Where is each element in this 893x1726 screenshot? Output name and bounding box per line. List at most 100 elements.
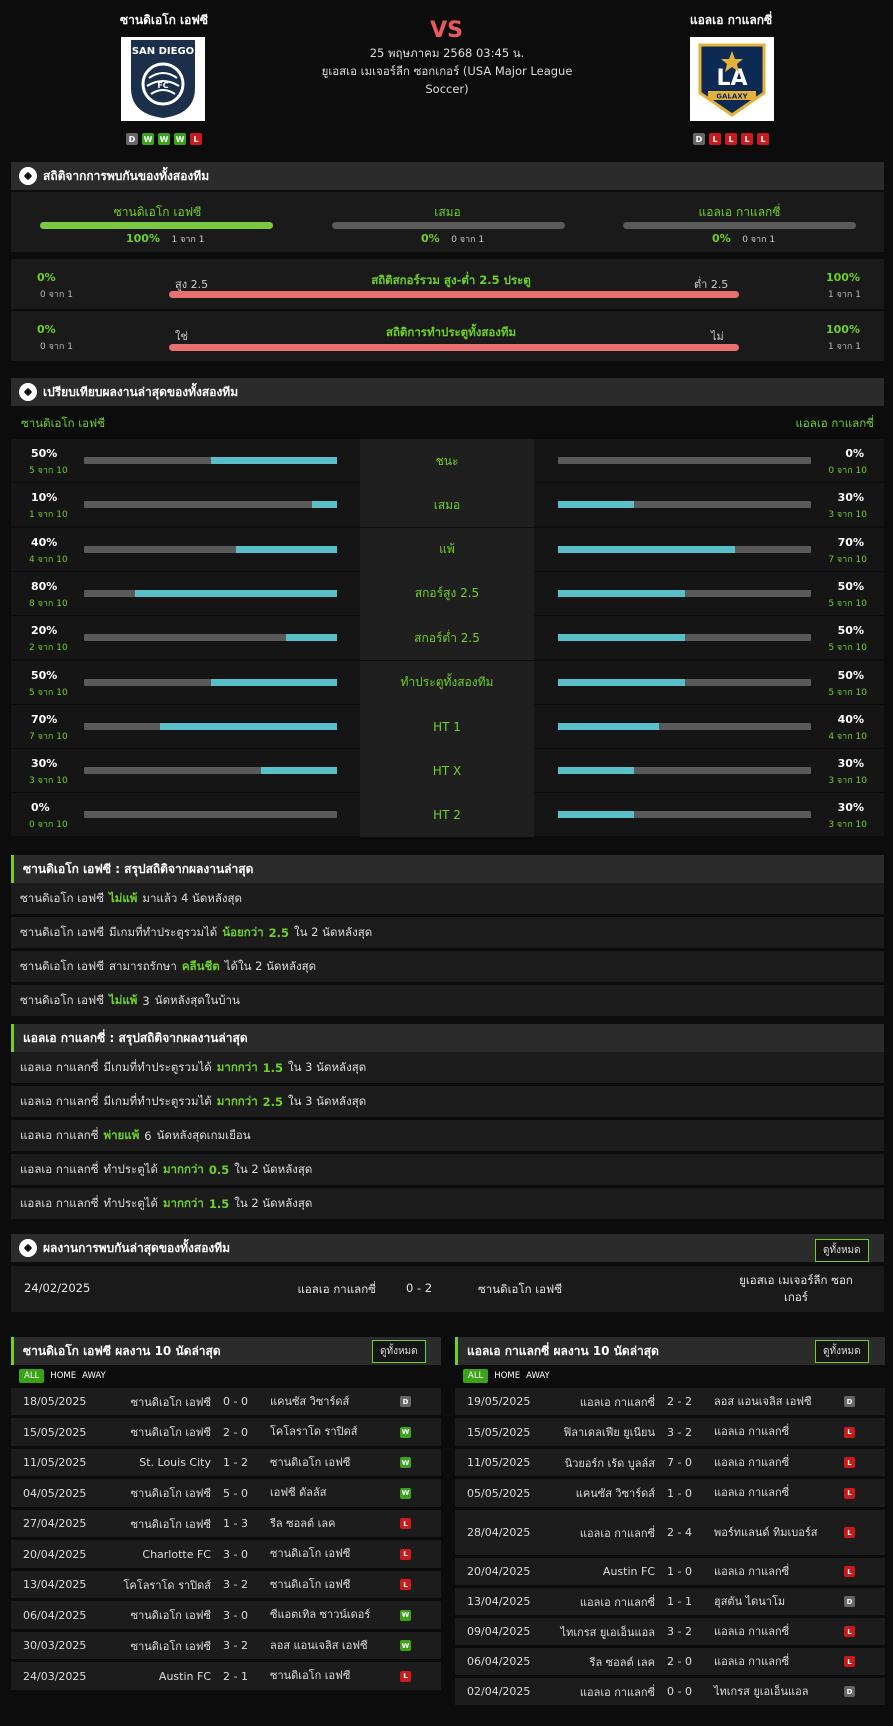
away-tab-away[interactable]: AWAY: [526, 1371, 550, 1381]
match-row[interactable]: 13/04/2025 แอลเอ กาแลกซี่ 1 - 1 ฮุสตัน ไดนา…: [455, 1588, 885, 1615]
home-logo-text: SAN DIEGO: [132, 46, 194, 57]
match-score: 3 - 2: [223, 1639, 248, 1652]
match-row[interactable]: 09/04/2025 ไทเกรส ยูเอเอ็นแอล 3 - 2 แอลเอ ก…: [455, 1618, 885, 1645]
home-bar: [84, 811, 337, 819]
match-row[interactable]: 20/04/2025 Austin FC 1 - 0 แอลเอ กาแลกซี่ L: [455, 1558, 885, 1585]
match-home: ซานดิเอโก เอฟซี: [130, 1426, 211, 1439]
summary-text: มาแล้ว 4 นัดหลังสุด: [142, 890, 243, 905]
away-bar: [558, 545, 811, 553]
home-tab-away[interactable]: AWAY: [82, 1371, 106, 1381]
summary-text: 1.5: [262, 1060, 284, 1075]
match-away: แอลเอ กาแลกซี่: [714, 1486, 790, 1499]
home-tab-home[interactable]: HOME: [50, 1371, 77, 1381]
h2h-col-draw-pct: 0%: [421, 232, 440, 245]
summary-text: พ่ายแพ้: [103, 1127, 140, 1142]
summary-row: แอลเอ กาแลกซี่ มีเกมที่ทำประตูรวมได้ มากกว…: [11, 1052, 884, 1083]
match-row[interactable]: 11/05/2025 St. Louis City 1 - 2 ซานดิเอโก เ…: [11, 1449, 441, 1476]
result-badge: W: [400, 1487, 411, 1499]
match-row[interactable]: 11/05/2025 นิวยอร์ก เร้ด บูลล์ส 7 - 0 แอลเอ…: [455, 1449, 885, 1476]
match-row[interactable]: 06/04/2025 รีล ซอลต์ เลค 2 - 0 แอลเอ กาแลกซ…: [455, 1648, 885, 1675]
match-row[interactable]: 28/04/2025 แอลเอ กาแลกซี่ 2 - 4 พอร์ทแลนด์ …: [455, 1510, 885, 1555]
away-recent-title: แอลเอ กาแลกซี่ ผลงาน 10 นัดล่าสุด: [467, 1343, 659, 1358]
match-row[interactable]: 27/04/2025 ซานดิเอโก เอฟซี 1 - 3 รีล ซอลต์ …: [11, 1510, 441, 1537]
home-summary-title: ซานดิเอโก เอฟซี : สรุปสถิติจากผลงานล่าสุ…: [23, 861, 254, 876]
match-date: 02/04/2025: [467, 1685, 531, 1698]
home-pct: 20%: [31, 624, 58, 638]
h2h-col-away-count: 0 จาก 1: [742, 235, 776, 245]
match-date: 05/05/2025: [467, 1486, 531, 1500]
h2h-col-away-label: แอลเอ กาแลกซี่: [698, 205, 781, 219]
summary-text: มากกว่า: [162, 1161, 204, 1176]
result-badge: L: [844, 1626, 855, 1637]
compare-label: แพ้: [360, 527, 534, 572]
btts-right-pct: 100%: [826, 323, 860, 336]
summary-row: ซานดิเอโก เอฟซี ไม่แพ้ มาแล้ว 4 นัดหลังสุด: [11, 883, 884, 914]
match-row[interactable]: 19/05/2025 แอลเอ กาแลกซี่ 2 - 2 ลอส แอนเจลิ…: [455, 1388, 885, 1415]
match-row[interactable]: 02/04/2025 แอลเอ กาแลกซี่ 0 - 0 ไทเกรส ยูเอ…: [455, 1678, 885, 1705]
away-tab-home[interactable]: HOME: [494, 1371, 521, 1381]
home-tab-all[interactable]: ALL: [19, 1369, 45, 1383]
summary-row: ซานดิเอโก เอฟซี ไม่แพ้ 3 นัดหลังสุดในบ้าน: [11, 985, 884, 1016]
h2h-stats-header: สถิติจากการพบกันของทั้งสองทีม: [11, 162, 884, 190]
vs-label: VS: [430, 18, 463, 43]
match-row[interactable]: 05/05/2025 แคนซัส วิซาร์ดส์ 1 - 0 แอลเอ กาแ…: [455, 1479, 885, 1507]
match-row[interactable]: 13/04/2025 โคโลราโด ราปิดส์ 3 - 2 ซานดิเอโก…: [11, 1571, 441, 1598]
summary-text: แอลเอ กาแลกซี่: [20, 1195, 99, 1210]
match-row[interactable]: 20/04/2025 Charlotte FC 3 - 0 ซานดิเอโก เอฟ…: [11, 1540, 441, 1568]
h2h-win-panel: ซานดิเอโก เอฟซี 100% 1 จาก 1 เสมอ 0% 0 จ…: [11, 192, 884, 252]
away-recent-view-all-button[interactable]: ดูทั้งหมด: [815, 1340, 869, 1363]
away-pct: 30%: [837, 801, 864, 815]
away-count: 5 จาก 10: [828, 643, 867, 654]
match-away: แคนซัส วิซาร์ดส์: [270, 1394, 350, 1408]
away-bar: [558, 767, 811, 775]
home-recent-view-all-button[interactable]: ดูทั้งหมด: [372, 1340, 426, 1363]
home-bar: [84, 589, 337, 597]
summary-text: 2.5: [262, 1094, 284, 1109]
match-row[interactable]: 04/05/2025 ซานดิเอโก เอฟซี 5 - 0 เอฟซี ดัลล…: [11, 1479, 441, 1507]
home-recent-header: ซานดิเอโก เอฟซี ผลงาน 10 นัดล่าสุด: [11, 1337, 441, 1365]
summary-row: แอลเอ กาแลกซี่ มีเกมที่ทำประตูรวมได้ มากกว…: [11, 1086, 884, 1117]
match-row[interactable]: 30/03/2025 ซานดิเอโก เอฟซี 3 - 2 ลอส แอนเจล…: [11, 1632, 441, 1659]
summary-text: 0.5: [208, 1162, 230, 1177]
result-badge: L: [400, 1670, 411, 1682]
away-team-name: แอลเอ กาแลกซี่: [689, 13, 773, 27]
match-date: 06/04/2025: [467, 1655, 531, 1668]
away-tab-all[interactable]: ALL: [463, 1369, 489, 1383]
away-pct: 0%: [845, 447, 864, 460]
summary-text: 3: [142, 993, 150, 1008]
away-bar-fill: [558, 811, 634, 819]
result-badge: L: [400, 1548, 411, 1560]
match-row[interactable]: 24/03/2025 Austin FC 2 - 1 ซานดิเอโก เอฟซี L: [11, 1662, 441, 1690]
summary-text: ใน 2 นัดหลังสุด: [234, 1161, 313, 1176]
match-home: ซานดิเอโก เอฟซี: [130, 1395, 211, 1409]
compare-row: 20% 2 จาก 10 สกอร์ต่ำ 2.5 50% 5 จาก 10: [11, 616, 884, 661]
match-row[interactable]: 15/05/2025 ซานดิเอโก เอฟซี 2 - 0 โคโลราโด ร…: [11, 1418, 441, 1446]
summary-text: ใน 2 นัดหลังสุด: [294, 924, 373, 939]
btts-right-count: 1 จาก 1: [828, 342, 861, 352]
compare-label: HT 1: [360, 704, 534, 749]
away-bar-fill: [558, 722, 660, 730]
h2h-result-league: ยูเอสเอ เมเจอร์ลีก ซอกเกอร์: [739, 1273, 853, 1304]
h2h-view-all-button[interactable]: ดูทั้งหมด: [815, 1239, 869, 1262]
form-badge: L: [757, 133, 769, 145]
away-count: 7 จาก 10: [828, 554, 867, 565]
match-home: แคนซัส วิซาร์ดส์: [575, 1487, 655, 1500]
away-count: 3 จาก 10: [828, 820, 867, 831]
home-summary-header: ซานดิเอโก เอฟซี : สรุปสถิติจากผลงานล่าสุ…: [11, 855, 884, 883]
match-row[interactable]: 18/05/2025 ซานดิเอโก เอฟซี 0 - 0 แคนซัส วิซ…: [11, 1388, 441, 1415]
summary-text: มีเกมที่ทำประตูรวมได้: [103, 1059, 212, 1074]
h2h-result-row[interactable]: 24/02/2025 แอลเอ กาแลกซี่ 0 - 2 ซานดิเอโ…: [11, 1266, 884, 1312]
match-row[interactable]: 15/05/2025 ฟิลาเดลเฟีย ยูเนียน 3 - 2 แอลเอ …: [455, 1418, 885, 1446]
match-row[interactable]: 06/04/2025 ซานดิเอโก เอฟซี 3 - 0 ซีแอตเทิล …: [11, 1601, 441, 1629]
match-date: 24/03/2025: [23, 1669, 87, 1683]
away-bar-fill: [558, 501, 634, 509]
match-away: ซานดิเอโก เอฟซี: [270, 1455, 351, 1469]
away-pct: 70%: [837, 535, 864, 549]
result-badge: L: [844, 1487, 855, 1499]
match-score: 2 - 4: [667, 1526, 692, 1539]
btts-left-pct: 0%: [37, 323, 56, 336]
result-badge: L: [844, 1426, 855, 1438]
home-bar-fill: [286, 634, 337, 642]
home-bar: [84, 457, 337, 464]
summary-row: แอลเอ กาแลกซี่ พ่ายแพ้ 6 นัดหลังสุดเกมเยือน: [11, 1120, 884, 1151]
